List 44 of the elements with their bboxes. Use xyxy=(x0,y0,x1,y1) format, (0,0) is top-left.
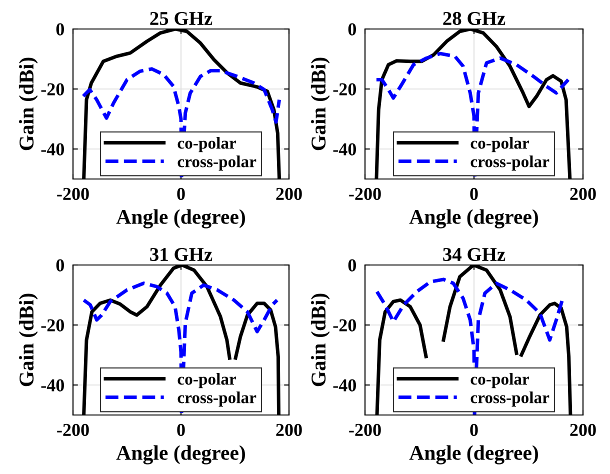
y-tick-label: -40 xyxy=(41,379,64,392)
y-axis-title: Gain (dBi) xyxy=(18,58,38,150)
y-tick-label: -20 xyxy=(41,319,64,332)
chart-title: 25 GHz xyxy=(150,12,212,26)
x-tick-label: 0 xyxy=(470,188,478,200)
x-tick-label: -200 xyxy=(349,188,381,200)
x-axis-title: Angle (degree) xyxy=(409,445,538,464)
y-axis-title: Gain (dBi) xyxy=(310,58,330,150)
x-tick-label: 0 xyxy=(177,188,185,200)
legend-label: cross-polar xyxy=(470,156,550,171)
legend-label: cross-polar xyxy=(178,392,256,407)
y-tick-label: -20 xyxy=(333,83,356,96)
x-tick-label: -200 xyxy=(57,424,89,436)
y-tick-label: 0 xyxy=(348,259,356,272)
y-tick-label: 0 xyxy=(56,259,64,272)
y-tick-label: -40 xyxy=(333,143,356,156)
y-tick-label: -40 xyxy=(333,379,356,392)
x-tick-label: 200 xyxy=(276,188,302,200)
y-axis-title: Gain (dBi) xyxy=(310,294,330,386)
x-tick-label: 0 xyxy=(177,424,185,436)
x-axis-title: Angle (degree) xyxy=(116,445,245,464)
x-tick-label: 200 xyxy=(276,424,302,436)
legend-label: co-polar xyxy=(178,373,236,388)
y-tick-label: -40 xyxy=(41,143,64,156)
y-tick-label: 0 xyxy=(348,23,356,36)
y-tick-label: -20 xyxy=(41,83,64,96)
x-tick-label: 0 xyxy=(470,424,478,436)
x-axis-title: Angle (degree) xyxy=(116,209,245,228)
chart-title: 34 GHz xyxy=(443,248,506,262)
legend-label: co-polar xyxy=(178,137,236,152)
legend-label: cross-polar xyxy=(470,392,550,407)
legend-label: cross-polar xyxy=(178,156,256,171)
chart-title: 31 GHz xyxy=(150,248,212,262)
x-tick-label: -200 xyxy=(349,424,381,436)
x-tick-label: 200 xyxy=(570,188,596,200)
legend-label: co-polar xyxy=(470,137,530,152)
y-tick-label: -20 xyxy=(333,319,356,332)
x-tick-label: -200 xyxy=(57,188,89,200)
y-tick-label: 0 xyxy=(56,23,64,36)
chart-title: 28 GHz xyxy=(443,12,506,26)
y-axis-title: Gain (dBi) xyxy=(18,294,38,386)
x-axis-title: Angle (degree) xyxy=(409,209,538,228)
legend-label: co-polar xyxy=(470,373,530,388)
x-tick-label: 200 xyxy=(570,424,596,436)
